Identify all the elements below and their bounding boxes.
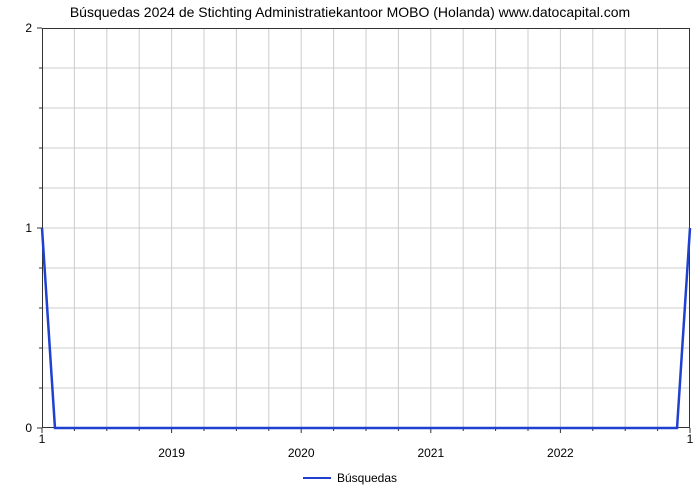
legend-label: Búsquedas [337, 471, 397, 485]
x-tick-label: 2022 [547, 446, 574, 460]
plot-svg [42, 28, 690, 428]
secondary-x-label-left: 1 [39, 432, 46, 446]
chart-title: Búsquedas 2024 de Stichting Administrati… [0, 4, 700, 20]
x-tick-label: 2021 [417, 446, 444, 460]
legend: Búsquedas [0, 470, 700, 485]
x-tick-label: 2020 [288, 446, 315, 460]
legend-swatch [303, 477, 331, 479]
x-tick-label: 2019 [158, 446, 185, 460]
chart-container: Búsquedas 2024 de Stichting Administrati… [0, 0, 700, 500]
secondary-x-label-right: 1 [687, 432, 694, 446]
plot-area [42, 28, 690, 428]
y-tick-label: 2 [0, 21, 32, 35]
y-tick-label: 0 [0, 421, 32, 435]
y-tick-label: 1 [0, 221, 32, 235]
